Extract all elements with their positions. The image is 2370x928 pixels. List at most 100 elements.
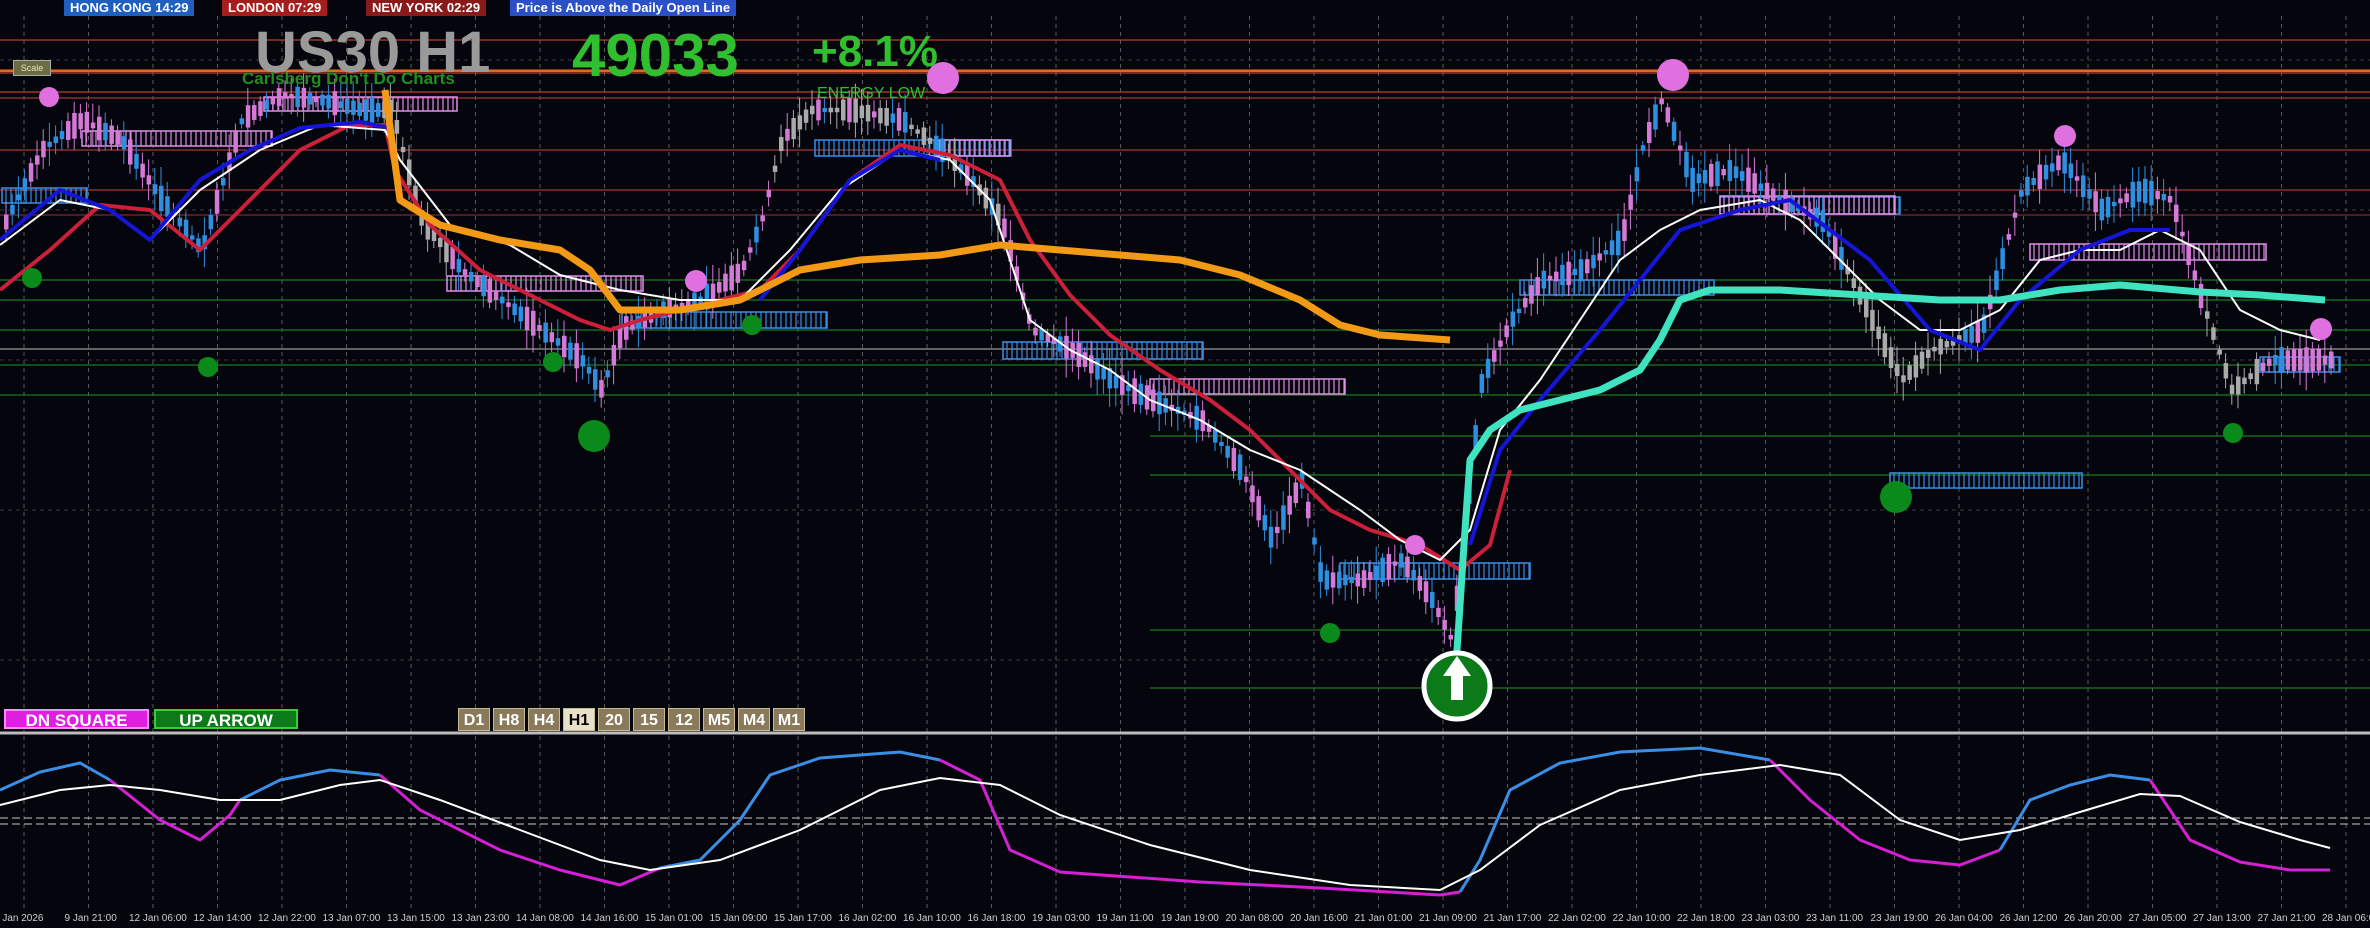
candle: [983, 180, 989, 216]
candle: [1622, 202, 1627, 258]
timeframe-button-d1[interactable]: D1: [458, 708, 490, 731]
candle: [2298, 334, 2303, 386]
candle: [121, 121, 127, 165]
candle: [816, 94, 821, 126]
zone-outline: [2029, 243, 2267, 261]
candle: [1566, 250, 1571, 296]
candle-body: [1839, 246, 1844, 270]
candle: [1907, 361, 1912, 385]
candle: [605, 360, 610, 388]
candle: [84, 102, 90, 143]
timeframe-button-m1[interactable]: M1: [773, 708, 805, 731]
percent-change: +8.1%: [812, 27, 938, 76]
candle: [1715, 153, 1720, 194]
candle: [865, 91, 871, 135]
timeframe-button-m5[interactable]: M5: [703, 708, 735, 731]
candle-body: [1926, 350, 1931, 358]
osc-blue-line: [239, 768, 381, 802]
candle: [41, 129, 46, 170]
candle: [438, 222, 443, 263]
candle: [1913, 341, 1919, 392]
candle: [301, 73, 307, 122]
timeframe-button-12[interactable]: 12: [668, 708, 700, 731]
candle-body: [1306, 501, 1311, 519]
candle-body: [1436, 607, 1441, 617]
candle: [1225, 435, 1230, 469]
candle: [934, 120, 939, 171]
candle-body: [791, 118, 796, 140]
candle-body: [717, 281, 722, 293]
timeframe-button-h8[interactable]: H8: [493, 708, 525, 731]
pink-signal-dot: [1405, 535, 1425, 555]
candle: [1392, 544, 1398, 583]
candle-body: [270, 97, 276, 105]
candle: [1876, 309, 1881, 356]
candle-body: [1330, 572, 1336, 588]
candle: [1411, 556, 1416, 595]
candle: [2099, 189, 2105, 230]
candle: [1492, 337, 1497, 375]
candle: [785, 113, 790, 157]
candle: [853, 83, 858, 138]
candle-body: [1907, 365, 1912, 380]
candle-body: [803, 109, 809, 123]
osc-white-line: [0, 763, 2331, 892]
candle-body: [438, 237, 443, 248]
candle-body: [2124, 193, 2129, 203]
candle-body: [2298, 349, 2303, 371]
candle: [1287, 476, 1292, 534]
time-axis-label: 13 Jan 15:00: [387, 913, 445, 924]
candle: [859, 89, 865, 135]
candle: [2155, 176, 2160, 214]
candle-body: [2223, 363, 2229, 379]
candle: [580, 342, 586, 380]
candle: [1994, 257, 1999, 303]
candle-body: [2229, 384, 2235, 395]
timeframe-button-m4[interactable]: M4: [738, 708, 770, 731]
candle: [1095, 342, 1100, 395]
timeframe-button-h1[interactable]: H1: [563, 708, 595, 731]
candle-body: [1089, 355, 1094, 374]
dn-square-signal[interactable]: DN SQUARE: [4, 709, 149, 730]
candle: [1275, 511, 1280, 549]
zone-box: [1339, 562, 1531, 580]
candle: [766, 180, 772, 207]
candle: [469, 261, 474, 292]
candle-body: [1033, 327, 1038, 336]
candle: [841, 94, 846, 126]
candle: [2304, 329, 2309, 391]
candle: [47, 122, 52, 167]
candle-body: [450, 246, 455, 270]
candle: [1368, 560, 1373, 592]
candle: [1045, 328, 1051, 347]
timeframe-button-15[interactable]: 15: [633, 708, 665, 731]
candle: [1529, 272, 1534, 316]
candle-body: [1603, 250, 1609, 255]
timeframe-button-20[interactable]: 20: [598, 708, 630, 731]
candle-body: [1895, 363, 1900, 377]
candle: [1696, 160, 1702, 197]
candle: [1709, 159, 1714, 192]
candle: [1721, 164, 1726, 180]
timeframe-button-h4[interactable]: H4: [528, 708, 560, 731]
candle-body: [841, 99, 846, 121]
candle: [1746, 148, 1751, 212]
current-price: 49033: [572, 22, 739, 89]
candle-body: [425, 214, 431, 240]
candle: [2260, 357, 2266, 376]
candle: [2248, 368, 2253, 385]
candle: [295, 77, 300, 117]
osc-blue-line: [659, 750, 941, 870]
candle-body: [345, 98, 350, 114]
scale-button[interactable]: Scale: [13, 60, 51, 76]
up-arrow-signal[interactable]: UP ARROW: [154, 709, 298, 730]
candle: [903, 94, 908, 151]
candle: [1386, 547, 1392, 587]
candle: [221, 162, 226, 201]
candle-body: [146, 175, 152, 185]
candle-body: [679, 303, 685, 308]
pink-signal-dot: [685, 270, 707, 292]
time-axis-label: 16 Jan 10:00: [903, 913, 961, 924]
candle: [1938, 319, 1943, 374]
